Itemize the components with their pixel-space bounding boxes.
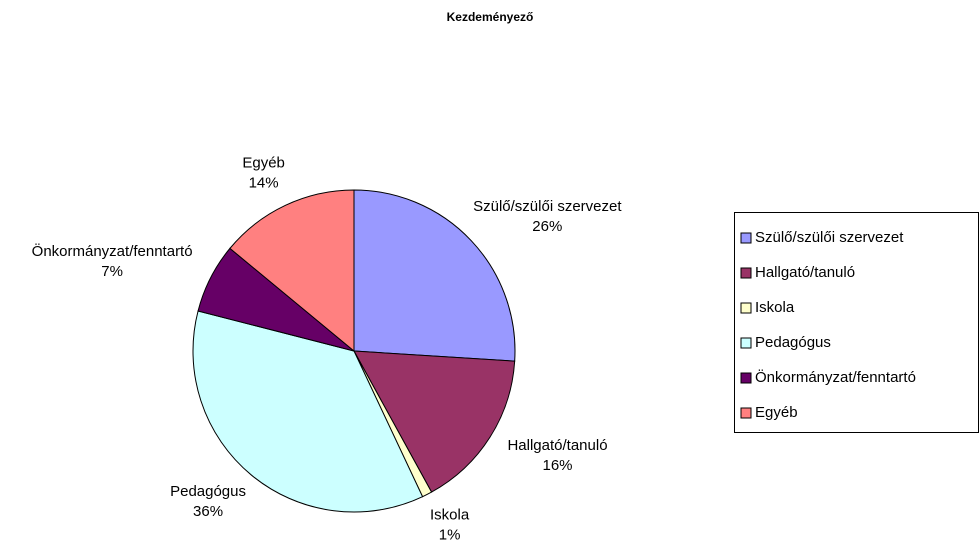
legend-box — [734, 212, 979, 433]
slice-label: Szülő/szülői szervezet — [473, 198, 622, 215]
pie-slice — [353, 189, 516, 362]
legend-swatch — [740, 267, 752, 279]
slice-value-label: 14% — [249, 175, 279, 192]
slice-label: Hallgató/tanuló — [507, 437, 607, 454]
slice-value-label: 36% — [193, 503, 223, 520]
pie-slice — [229, 189, 355, 353]
legend-swatch — [740, 302, 752, 314]
legend-swatch — [740, 407, 752, 419]
slice-label: Egyéb — [242, 155, 285, 172]
slice-label: Iskola — [430, 507, 470, 524]
slice-value-label: 16% — [543, 457, 573, 474]
legend-label: Egyéb — [755, 404, 798, 421]
slice-value-label: 26% — [532, 218, 562, 235]
legend-label: Pedagógus — [755, 334, 831, 351]
slice-label: Önkormányzat/fenntartó — [32, 242, 193, 260]
slice-label: Pedagógus — [170, 483, 246, 500]
slice-value-label: 1% — [439, 527, 461, 544]
legend-swatch — [740, 372, 752, 384]
legend-swatch — [740, 232, 752, 244]
legend-swatch — [740, 337, 752, 349]
legend-label: Hallgató/tanuló — [755, 264, 855, 281]
slice-value-label: 7% — [101, 263, 123, 280]
legend-label: Szülő/szülői szervezet — [755, 229, 904, 246]
pie-slice — [353, 350, 516, 493]
legend-label: Önkormányzat/fenntartó — [755, 368, 916, 386]
chart-title: Kezdeményező — [447, 10, 534, 24]
pie-slice — [192, 310, 424, 513]
legend-label: Iskola — [755, 299, 795, 316]
